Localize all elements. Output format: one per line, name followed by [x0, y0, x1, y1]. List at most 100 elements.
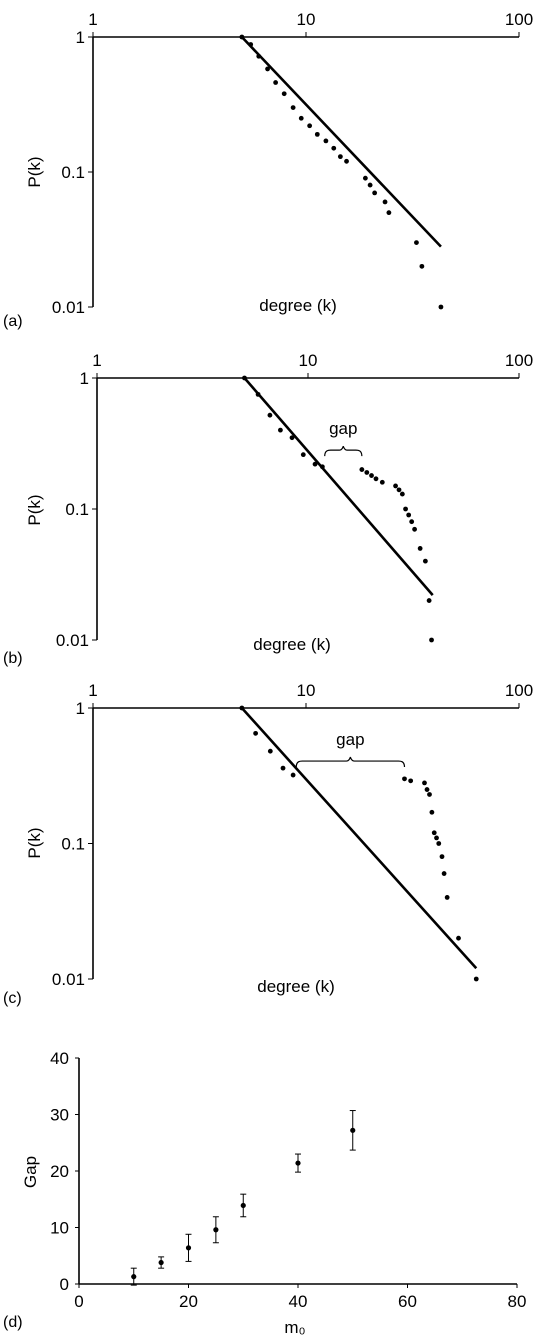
data-point — [386, 210, 392, 216]
y-axis-title: P(k) — [25, 156, 44, 187]
gap-annotation: gap — [329, 419, 357, 438]
y-axis-title: P(k) — [25, 494, 44, 525]
data-point — [213, 1227, 219, 1233]
data-point — [248, 42, 254, 47]
y-axis-title: Gap — [21, 1156, 40, 1188]
data-point — [267, 412, 273, 418]
x-tick-label: 100 — [505, 351, 533, 370]
data-point — [280, 765, 286, 771]
data-point — [473, 976, 479, 982]
data-point — [414, 240, 419, 245]
data-point — [436, 841, 442, 846]
data-point — [255, 391, 261, 397]
data-point — [424, 787, 430, 792]
data-point — [422, 780, 427, 786]
panel-a: 1 10 100 1 0.1 0.01 degree (k) P(k) (a) — [3, 10, 533, 330]
data-point — [331, 145, 337, 151]
data-point — [359, 467, 365, 472]
data-point — [426, 598, 432, 603]
y-tick-label: 0.1 — [61, 835, 85, 854]
data-point — [289, 435, 295, 441]
panel-label: (c) — [3, 990, 22, 1007]
y-tick-label: 40 — [50, 1049, 69, 1068]
y-axis-title: P(k) — [25, 827, 44, 858]
x-tick-label: 10 — [299, 351, 318, 370]
gap-brace — [324, 445, 363, 457]
data-point — [364, 470, 370, 475]
data-point — [295, 1160, 301, 1166]
fit-line — [240, 707, 478, 970]
data-point — [256, 53, 262, 59]
data-point — [422, 558, 428, 564]
x-tick-label: 10 — [297, 10, 316, 29]
data-point — [314, 131, 320, 137]
panel-c: 1 10 100 1 0.1 0.01 degree (k) P(k) (c) gap — [3, 681, 533, 1007]
x-tick-label: 60 — [398, 1292, 417, 1311]
data-point — [441, 871, 447, 876]
data-point — [344, 158, 349, 164]
data-point — [372, 190, 378, 196]
x-tick-label: 100 — [505, 10, 533, 29]
data-point — [438, 304, 444, 310]
y-tick-label: 0.1 — [65, 500, 89, 519]
data-point — [185, 1245, 192, 1251]
data-point — [408, 778, 414, 784]
y-tick-label: 1 — [76, 28, 85, 47]
y-tick-label: 10 — [50, 1219, 69, 1238]
data-point — [427, 792, 432, 797]
data-point — [434, 835, 439, 841]
data-point — [412, 526, 417, 532]
x-axis-title: degree (k) — [253, 635, 330, 654]
data-point — [290, 772, 296, 778]
data-point — [382, 199, 388, 205]
data-point — [240, 1202, 246, 1209]
data-point — [300, 452, 306, 458]
panel-label: (a) — [3, 313, 23, 330]
x-tick-label: 10 — [297, 681, 316, 700]
data-point — [402, 776, 407, 782]
y-tick-label: 0.01 — [52, 298, 85, 317]
y-tick-label: 1 — [80, 369, 89, 388]
y-tick-label: 30 — [50, 1106, 69, 1125]
y-tick-label: 0.01 — [56, 631, 89, 650]
data-point — [396, 487, 402, 493]
panel-label: (b) — [3, 650, 23, 667]
data-point — [429, 809, 435, 815]
x-tick-label: 80 — [508, 1292, 527, 1311]
data-point — [439, 854, 445, 860]
fit-line — [240, 36, 442, 248]
y-tick-label: 20 — [50, 1162, 69, 1181]
data-point — [278, 427, 283, 433]
data-point — [419, 263, 425, 269]
data-point — [409, 519, 415, 525]
data-point — [307, 123, 313, 129]
fit-line — [243, 377, 434, 596]
data-point — [399, 491, 405, 497]
data-point — [403, 506, 408, 512]
y-tick-label: 0.1 — [61, 163, 85, 182]
data-point — [406, 512, 412, 518]
data-point — [393, 483, 398, 489]
x-tick-label: 40 — [289, 1292, 308, 1311]
y-tick-label: 0 — [60, 1275, 69, 1294]
x-tick-label: 1 — [92, 351, 101, 370]
data-point — [323, 138, 329, 144]
data-point — [158, 1259, 164, 1266]
data-point — [312, 461, 318, 467]
data-point — [444, 895, 450, 900]
panel-b: 1 10 100 1 0.1 0.01 degree (k) P(k) (b) gap — [3, 351, 533, 667]
data-point — [281, 91, 287, 97]
data-point — [267, 748, 273, 754]
x-tick-label: 0 — [74, 1292, 83, 1311]
panel-d: 0 20 40 60 80 0 10 20 30 40 m₀ Gap (d) — [3, 1049, 526, 1337]
data-point — [417, 546, 423, 551]
data-point — [298, 115, 304, 121]
data-point — [350, 1127, 356, 1133]
data-point — [429, 637, 434, 643]
data-point — [131, 1274, 137, 1280]
data-point — [239, 34, 245, 40]
data-point — [367, 182, 373, 188]
x-tick-label: 20 — [179, 1292, 198, 1311]
data-point — [273, 80, 279, 85]
